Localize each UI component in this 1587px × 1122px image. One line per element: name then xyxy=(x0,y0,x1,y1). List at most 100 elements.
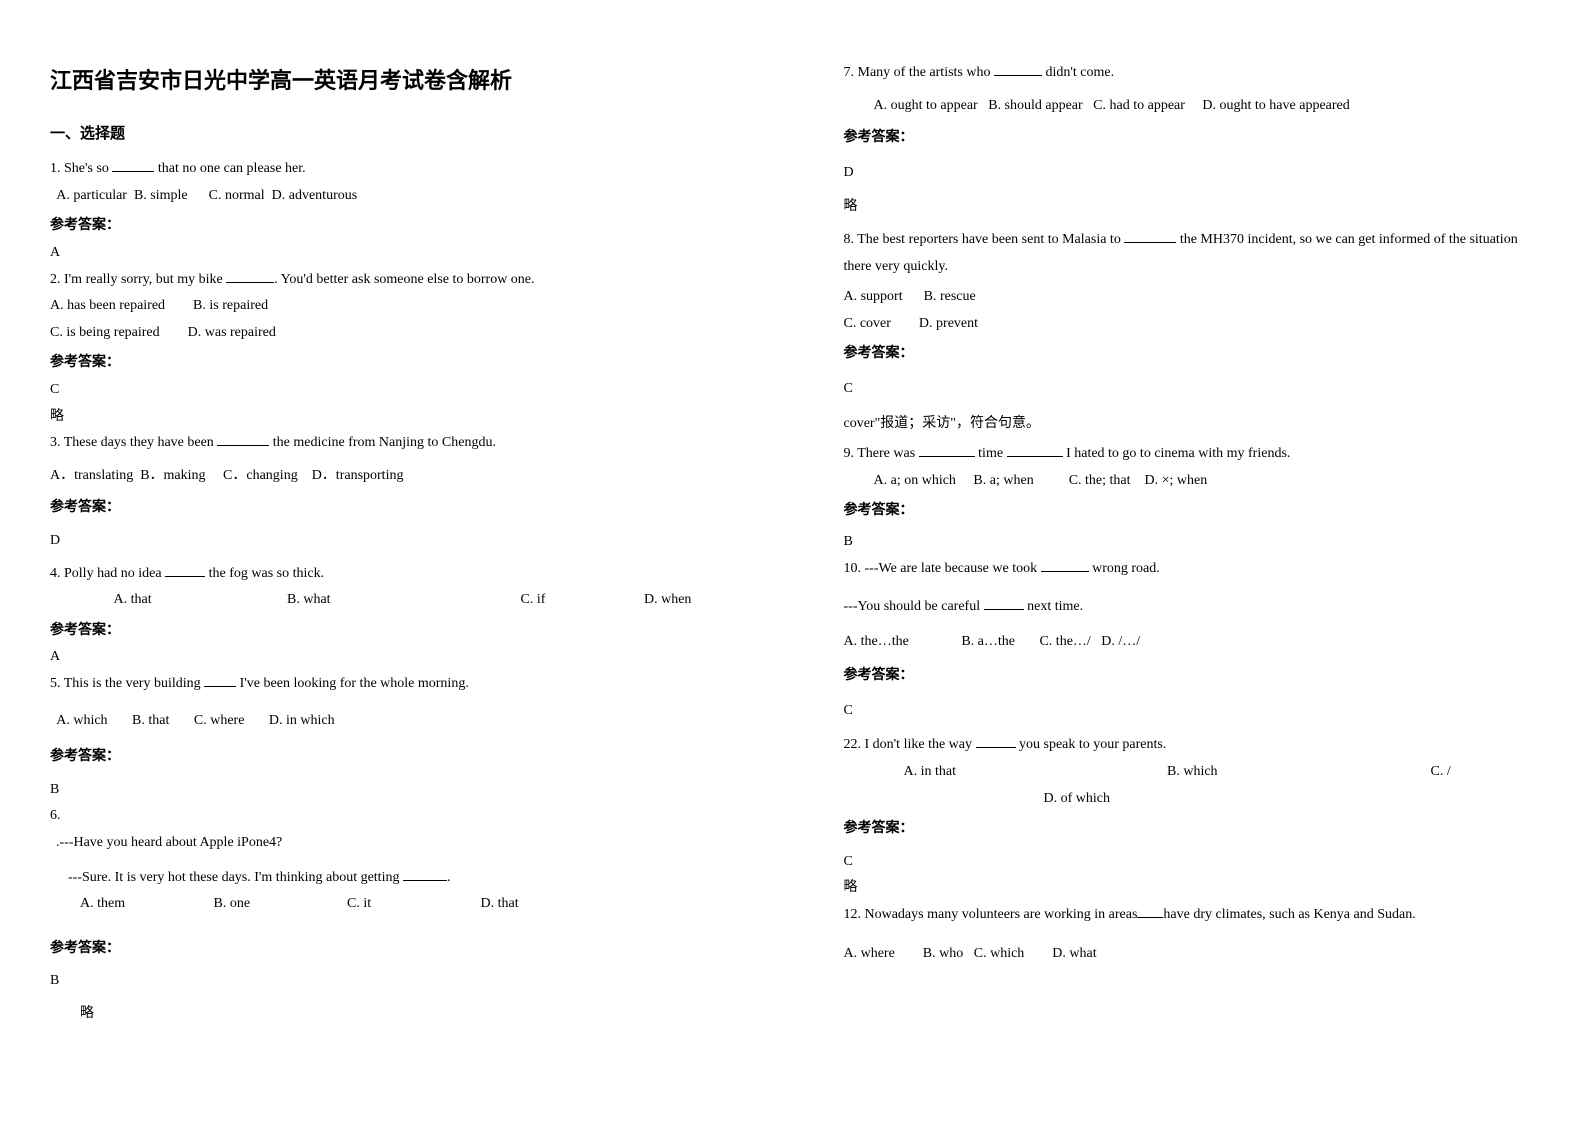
q4-stem-b: the fog was so thick. xyxy=(205,566,324,581)
blank xyxy=(1041,558,1089,572)
answer-label: 参考答案： xyxy=(844,663,1538,690)
q7-options: A. ought to appear B. should appear C. h… xyxy=(844,93,1538,120)
q4-opt-a: A. that xyxy=(114,587,284,614)
blank xyxy=(204,673,236,687)
answer-label: 参考答案： xyxy=(50,213,744,240)
omit: 略 xyxy=(50,404,744,431)
q6-l1: .---Have you heard about Apple iPone4? xyxy=(50,835,282,850)
q3-stem-b: the medicine from Nanjing to Chengdu. xyxy=(269,435,496,450)
q11-opt-c: C. / xyxy=(1431,759,1451,786)
q12-options: A. where B. who C. which D. what xyxy=(844,941,1538,968)
q1-stem-b: that no one can please her. xyxy=(154,161,305,176)
blank xyxy=(984,597,1024,611)
q9-stem-a: 9. There was xyxy=(844,446,919,461)
answer-label: 参考答案： xyxy=(50,744,744,771)
question-7: 7. Many of the artists who didn't come. xyxy=(844,60,1538,87)
answer-label: 参考答案： xyxy=(844,125,1538,152)
question-2: 2. I'm really sorry, but my bike . You'd… xyxy=(50,267,744,347)
q7-stem-a: 7. Many of the artists who xyxy=(844,65,994,80)
question-1: 1. She's so that no one can please her. … xyxy=(50,156,744,209)
q9-options: A. a; on which B. a; when C. the; that D… xyxy=(844,473,1208,488)
blank xyxy=(994,62,1042,76)
blank xyxy=(1137,904,1163,918)
q11-opt-b: B. which xyxy=(1167,759,1427,786)
q2-answer: C xyxy=(50,377,744,404)
q4-opt-c: C. if xyxy=(521,587,641,614)
q3-answer: D xyxy=(50,528,744,555)
blank xyxy=(217,433,269,447)
q11-stem-a: 22. I don't like the way xyxy=(844,737,976,752)
q5-stem-b: I've been looking for the whole morning. xyxy=(236,676,469,691)
omit: 略 xyxy=(844,875,1538,902)
q4-opt-b: B. what xyxy=(287,587,517,614)
q12-stem-b: have dry climates, such as Kenya and Sud… xyxy=(1163,907,1415,922)
omit: 略 xyxy=(844,194,1538,221)
q6-answer: B xyxy=(50,968,744,995)
blank xyxy=(226,269,274,283)
q11-stem-b: you speak to your parents. xyxy=(1016,737,1167,752)
page-title: 江西省吉安市日光中学高一英语月考试卷含解析 xyxy=(50,60,744,102)
answer-label: 参考答案： xyxy=(844,498,1538,525)
q10-line2: ---You should be careful next time. xyxy=(844,594,1538,621)
q4-answer: A xyxy=(50,644,744,671)
q9-answer: B xyxy=(844,529,1538,556)
answer-label: 参考答案： xyxy=(844,816,1538,843)
q6-opt-c: C. it xyxy=(347,891,477,918)
q6-l2a: ---Sure. It is very hot these days. I'm … xyxy=(50,870,403,885)
blank xyxy=(165,563,205,577)
q6-num: 6. xyxy=(50,808,61,823)
q9-stem-c: I hated to go to cinema with my friends. xyxy=(1063,446,1291,461)
q1-stem-a: 1. She's so xyxy=(50,161,112,176)
q10-l2b: next time. xyxy=(1024,599,1084,614)
q4-opt-d: D. when xyxy=(644,587,691,614)
q4-stem-a: 4. Polly had no idea xyxy=(50,566,165,581)
q8-note: cover"报道；采访"，符合句意。 xyxy=(844,411,1538,438)
q1-answer: A xyxy=(50,240,744,267)
right-column: 7. Many of the artists who didn't come. … xyxy=(794,0,1587,1122)
answer-label: 参考答案： xyxy=(844,341,1538,368)
blank xyxy=(112,159,154,173)
q10-stem-b: wrong road. xyxy=(1089,561,1160,576)
q8-answer: C xyxy=(844,376,1538,403)
blank xyxy=(403,867,447,881)
question-10: 10. ---We are late because we took wrong… xyxy=(844,556,1538,583)
q6-l2b: . xyxy=(447,870,451,885)
answer-label: 参考答案： xyxy=(50,936,744,963)
q10-answer: C xyxy=(844,698,1538,725)
q12-stem-a: 12. Nowadays many volunteers are working… xyxy=(844,907,1138,922)
q7-stem-b: didn't come. xyxy=(1042,65,1114,80)
blank xyxy=(1007,444,1063,458)
question-5: 5. This is the very building I've been l… xyxy=(50,671,744,698)
q11-answer: C xyxy=(844,849,1538,876)
question-4: 4. Polly had no idea the fog was so thic… xyxy=(50,561,744,614)
q10-stem-a: 10. ---We are late because we took xyxy=(844,561,1041,576)
left-column: 江西省吉安市日光中学高一英语月考试卷含解析 一、选择题 1. She's so … xyxy=(0,0,794,1122)
q8-line3: C. cover D. prevent xyxy=(844,311,1538,338)
answer-label: 参考答案： xyxy=(50,350,744,377)
q2-line3: C. is being repaired D. was repaired xyxy=(50,325,276,340)
section-heading: 一、选择题 xyxy=(50,120,744,149)
q5-stem-a: 5. This is the very building xyxy=(50,676,204,691)
omit: 略 xyxy=(50,1001,744,1028)
q3-options: A．translating B．making C．changing D．tran… xyxy=(50,463,744,490)
answer-label: 参考答案： xyxy=(50,618,744,645)
q6-opt-b: B. one xyxy=(214,891,344,918)
q6-opt-d: D. that xyxy=(481,891,519,918)
q9-stem-b: time xyxy=(975,446,1007,461)
q2-line2: A. has been repaired B. is repaired xyxy=(50,298,268,313)
q2-stem-a: 2. I'm really sorry, but my bike xyxy=(50,272,226,287)
q6-opt-a: A. them xyxy=(80,891,210,918)
q2-stem-b: . You'd better ask someone else to borro… xyxy=(274,272,534,287)
question-8: 8. The best reporters have been sent to … xyxy=(844,227,1538,280)
q3-stem-a: 3. These days they have been xyxy=(50,435,217,450)
q1-options: A. particular B. simple C. normal D. adv… xyxy=(50,188,357,203)
answer-label: 参考答案： xyxy=(50,495,744,522)
q11-opt-d: D. of which xyxy=(844,791,1111,806)
q7-answer: D xyxy=(844,160,1538,187)
q10-options: A. the…the B. a…the C. the…/ D. /…/ xyxy=(844,629,1538,656)
question-6: 6. .---Have you heard about Apple iPone4… xyxy=(50,803,744,917)
blank xyxy=(919,444,975,458)
blank xyxy=(1124,229,1176,243)
q10-l2a: ---You should be careful xyxy=(844,599,984,614)
q8-line2: A. support B. rescue xyxy=(844,284,1538,311)
